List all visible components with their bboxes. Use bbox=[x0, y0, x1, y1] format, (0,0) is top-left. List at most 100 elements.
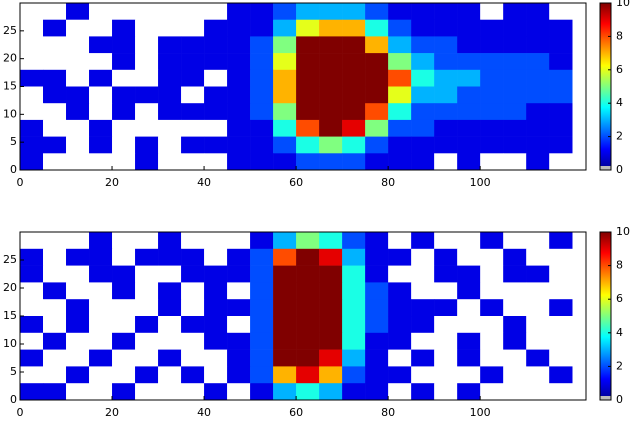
heat-cell bbox=[227, 103, 251, 121]
heat-cell bbox=[135, 232, 159, 250]
heat-cell bbox=[503, 86, 527, 104]
heat-cell bbox=[365, 36, 389, 54]
heat-cell bbox=[158, 316, 182, 334]
heat-cell bbox=[365, 103, 389, 121]
heat-cell bbox=[411, 53, 435, 71]
heat-cell bbox=[66, 383, 90, 401]
heat-cell bbox=[549, 119, 573, 137]
heat-cell bbox=[549, 86, 573, 104]
x-tick-label: 60 bbox=[289, 406, 303, 419]
heat-cell bbox=[66, 19, 90, 37]
heat-cell bbox=[181, 86, 205, 104]
heat-cell bbox=[503, 383, 527, 401]
heat-cell bbox=[549, 232, 573, 250]
heat-cell bbox=[135, 366, 159, 384]
heat-cell bbox=[204, 69, 228, 87]
heat-cell bbox=[66, 103, 90, 121]
x-tick-label: 80 bbox=[381, 176, 395, 189]
heat-cell bbox=[227, 36, 251, 54]
heat-cell bbox=[273, 232, 297, 250]
heat-cell bbox=[526, 103, 550, 121]
heat-cell bbox=[227, 282, 251, 300]
heat-cell bbox=[204, 153, 228, 171]
heat-cell bbox=[158, 232, 182, 250]
heat-cell bbox=[388, 316, 412, 334]
y-tick-label: 25 bbox=[3, 24, 17, 37]
heat-cell bbox=[549, 3, 573, 20]
heat-cell bbox=[319, 248, 343, 266]
heat-cell bbox=[411, 119, 435, 137]
heat-cell bbox=[388, 69, 412, 87]
heat-cell bbox=[503, 3, 527, 20]
heat-cell bbox=[89, 265, 113, 283]
heat-cell bbox=[43, 232, 67, 250]
heat-cell bbox=[411, 282, 435, 300]
heat-cell bbox=[250, 299, 274, 317]
heat-cell bbox=[89, 282, 113, 300]
heat-cell bbox=[227, 332, 251, 350]
heat-cell bbox=[204, 36, 228, 54]
heat-cell bbox=[273, 248, 297, 266]
heat-cell bbox=[296, 103, 320, 121]
heat-cell bbox=[319, 36, 343, 54]
heat-cell bbox=[112, 232, 136, 250]
heat-cell bbox=[181, 248, 205, 266]
heat-cell bbox=[388, 282, 412, 300]
heat-cell bbox=[457, 349, 481, 367]
heat-cell bbox=[250, 248, 274, 266]
heat-cell bbox=[112, 86, 136, 104]
heat-cell bbox=[457, 19, 481, 37]
heat-cell bbox=[66, 349, 90, 367]
heat-cell bbox=[411, 36, 435, 54]
heat-cell bbox=[43, 265, 67, 283]
heat-cell bbox=[135, 383, 159, 401]
heat-cell bbox=[411, 383, 435, 401]
heat-cell bbox=[135, 19, 159, 37]
heat-cell bbox=[273, 153, 297, 171]
heat-cell bbox=[181, 53, 205, 71]
heat-cell bbox=[66, 36, 90, 54]
heat-cell bbox=[158, 86, 182, 104]
heat-cell bbox=[66, 316, 90, 334]
heat-cell bbox=[296, 3, 320, 20]
heat-cell bbox=[480, 53, 504, 71]
colorbar-tick-label: 4 bbox=[616, 96, 623, 109]
heat-cell bbox=[89, 3, 113, 20]
heat-cell bbox=[20, 36, 44, 54]
heat-cell bbox=[273, 332, 297, 350]
colorbar-tick-label: 2 bbox=[616, 359, 623, 372]
heat-cell bbox=[273, 119, 297, 137]
heat-cell bbox=[89, 299, 113, 317]
heat-cell bbox=[250, 265, 274, 283]
heat-cell bbox=[66, 69, 90, 87]
heat-cell bbox=[296, 53, 320, 71]
heat-cell bbox=[250, 383, 274, 401]
heat-cell bbox=[181, 36, 205, 54]
heat-cell bbox=[296, 332, 320, 350]
y-tick-label: 5 bbox=[10, 365, 17, 378]
heat-cell bbox=[227, 366, 251, 384]
heat-cell bbox=[457, 36, 481, 54]
heat-cell bbox=[112, 69, 136, 87]
heat-cell bbox=[181, 153, 205, 171]
heat-cell bbox=[388, 119, 412, 137]
heat-cell bbox=[388, 103, 412, 121]
heat-cell bbox=[411, 69, 435, 87]
heat-cell bbox=[388, 19, 412, 37]
heat-cell bbox=[181, 282, 205, 300]
heat-cell bbox=[227, 136, 251, 154]
heat-cell bbox=[457, 86, 481, 104]
heat-cell bbox=[43, 316, 67, 334]
heat-cell bbox=[158, 153, 182, 171]
colorbar-low bbox=[600, 396, 611, 400]
heat-cell bbox=[135, 153, 159, 171]
y-tick-label: 5 bbox=[10, 135, 17, 148]
heat-cell bbox=[20, 248, 44, 266]
heat-cell bbox=[319, 349, 343, 367]
heat-cell bbox=[457, 332, 481, 350]
y-tick-label: 15 bbox=[3, 80, 17, 93]
heat-cell bbox=[342, 232, 366, 250]
heat-cell bbox=[480, 119, 504, 137]
heat-cell bbox=[273, 53, 297, 71]
heat-cell bbox=[227, 383, 251, 401]
